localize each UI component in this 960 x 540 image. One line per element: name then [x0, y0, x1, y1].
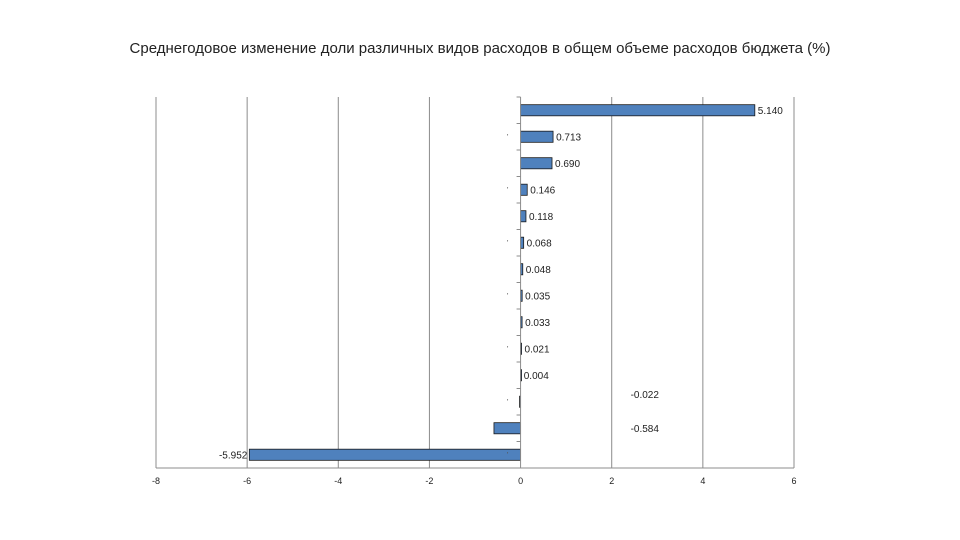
x-tick-label-1: -6 — [243, 476, 251, 486]
data-label-6: 0.048 — [526, 265, 551, 276]
data-label-0: 5.140 — [758, 106, 783, 117]
x-tick-label-5: 2 — [609, 476, 614, 486]
bar-13 — [248, 448, 521, 461]
category-label-1: ’ — [507, 133, 509, 142]
bars — [248, 104, 756, 461]
category-label-3: ’ — [507, 186, 509, 195]
data-label-5: 0.068 — [527, 238, 552, 249]
category-label-9: ’ — [507, 345, 509, 354]
category-label-5: ’ — [507, 239, 509, 248]
data-label-2: 0.690 — [555, 159, 580, 170]
x-tick-label-3: -2 — [425, 476, 433, 486]
data-label-11: -0.022 — [631, 390, 660, 401]
bar-2 — [520, 157, 553, 170]
x-tick-label-4: 0 — [518, 476, 523, 486]
axes — [156, 96, 794, 469]
data-label-4: 0.118 — [529, 212, 554, 223]
data-label-13: -5.952 — [219, 450, 248, 461]
data-label-7: 0.035 — [525, 291, 550, 302]
bar-0 — [520, 104, 756, 117]
x-tick-label-6: 4 — [700, 476, 705, 486]
category-label-7: ’ — [507, 292, 509, 301]
labels: -8 -6 -4 -2 0 2 4 6 5.140 ’ 0.713 0.690 ’ 0.146 0.118 ’… — [152, 106, 797, 486]
category-label-13: ’ — [507, 451, 509, 460]
bar-4 — [520, 210, 527, 223]
bar-3 — [520, 183, 528, 196]
data-label-12: -0.584 — [631, 424, 660, 435]
x-tick-label-0: -8 — [152, 476, 160, 486]
chart-title: Среднегодовое изменение доли различных в… — [129, 40, 831, 57]
bar-1 — [520, 130, 554, 143]
data-label-3: 0.146 — [530, 185, 555, 196]
bar-12 — [493, 422, 521, 435]
x-tick-label-2: -4 — [334, 476, 342, 486]
x-tick-label-7: 6 — [791, 476, 796, 486]
data-label-9: 0.021 — [525, 344, 550, 355]
grid-lines — [155, 97, 795, 468]
data-label-10: 0.004 — [524, 371, 549, 382]
data-label-8: 0.033 — [525, 318, 550, 329]
data-label-1: 0.713 — [556, 132, 581, 143]
category-label-11: ’ — [507, 398, 509, 407]
